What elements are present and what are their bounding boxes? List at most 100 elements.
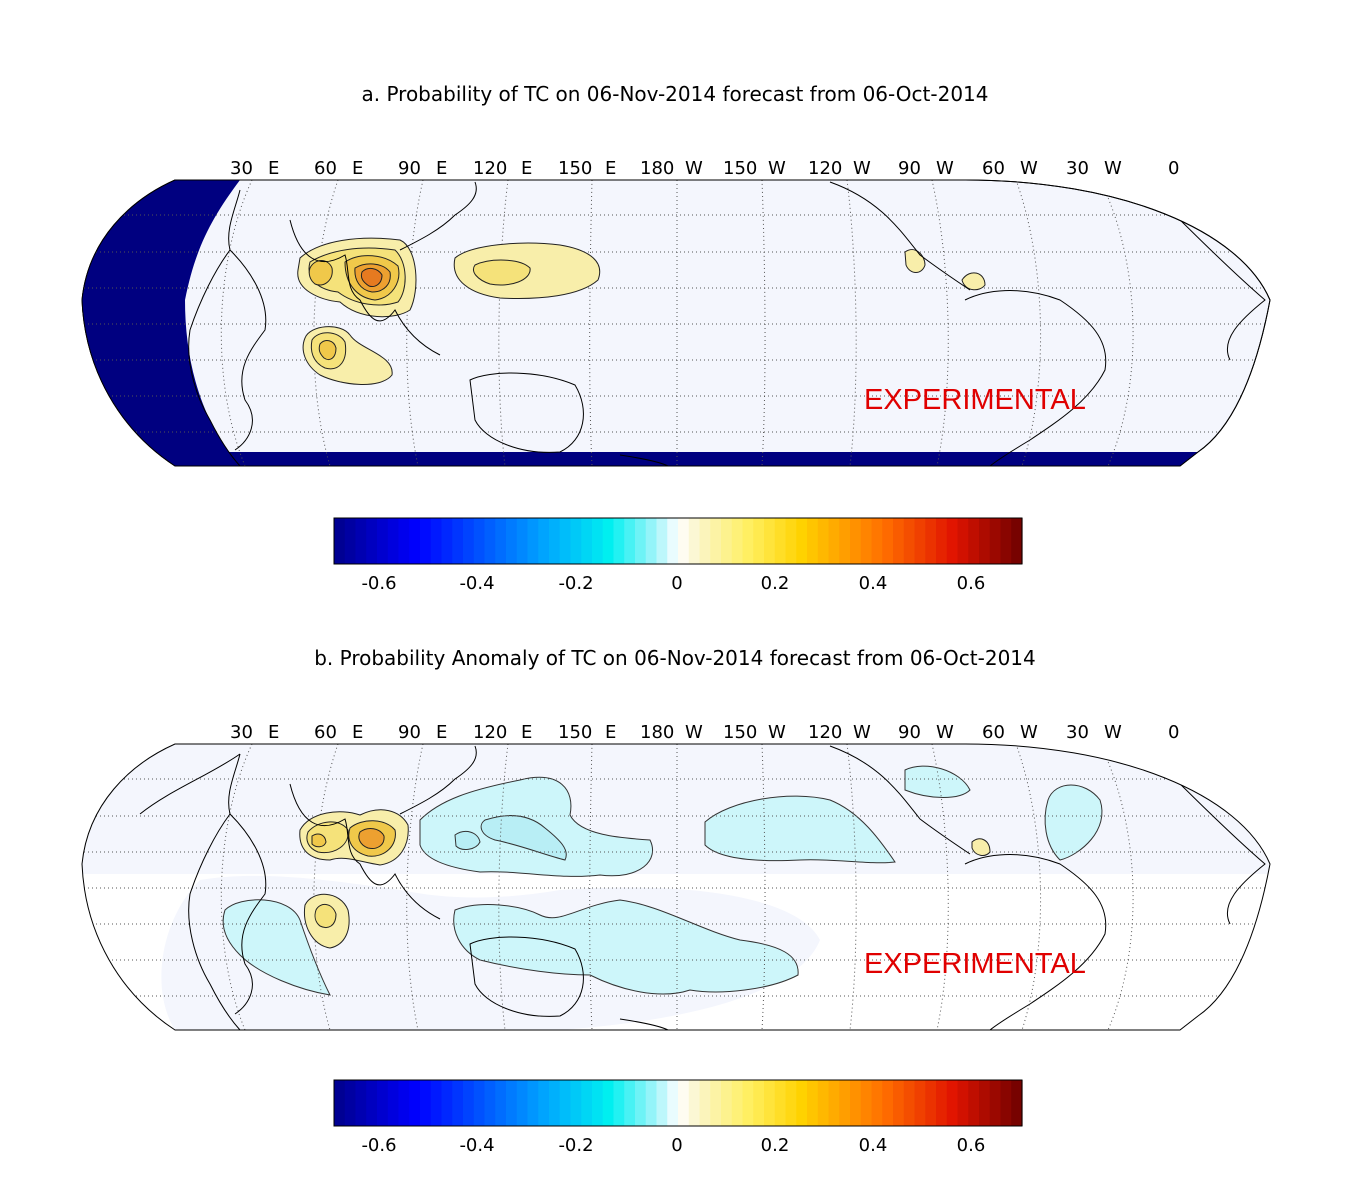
colorbar-cell: [688, 518, 701, 564]
colorbar-cell: [355, 518, 367, 564]
colorbar-cell: [495, 518, 507, 564]
panel-a-lon-labels: 30 E 60 E 90 E 120 E 150 E 180 W 150 W 1…: [230, 158, 1179, 179]
colorbar-cell: [441, 1080, 453, 1126]
colorbar-cell: [506, 1080, 518, 1126]
lon-label: 180: [640, 158, 674, 179]
experimental-stamp: EXPERIMENTAL: [864, 384, 1086, 416]
map-background: [81, 179, 1271, 467]
colorbar-tick: 0.6: [957, 1135, 986, 1156]
colorbar-cell: [989, 518, 1002, 564]
colorbar-cell: [968, 1080, 980, 1126]
colorbar-cell: [602, 1080, 615, 1126]
lon-hemisphere: E: [436, 722, 447, 743]
lon-label: 60: [982, 722, 1005, 743]
colorbar-tick: 0.2: [761, 573, 790, 594]
colorbar-cell: [839, 1080, 851, 1126]
colorbar-cell: [957, 1080, 969, 1126]
colorbar-cell: [979, 1080, 991, 1126]
colorbar-tick: 0.4: [859, 1135, 888, 1156]
colorbar-cell: [753, 518, 765, 564]
colorbar-cell: [592, 518, 604, 564]
lon-label: 90: [898, 722, 921, 743]
lon-hemisphere: W: [1020, 158, 1038, 179]
colorbar-cell: [925, 1080, 937, 1126]
colorbar-cell: [721, 518, 733, 564]
colorbar-cell: [334, 518, 346, 564]
panel-b-lon-labels: 30 E 60 E 90 E 120 E 150 E 180 W 150 W 1…: [230, 722, 1179, 743]
colorbar-cell: [688, 1080, 701, 1126]
colorbar-cell: [936, 1080, 948, 1126]
lon-label: 90: [398, 722, 421, 743]
colorbar-cell: [1000, 1080, 1012, 1126]
panel-b-colorbar: -0.6 -0.4 -0.2 0 0.2 0.4 0.6: [333, 1079, 1023, 1156]
colorbar-cell: [538, 518, 550, 564]
colorbar-cell: [946, 518, 959, 564]
colorbar-cell: [946, 1080, 959, 1126]
colorbar-cell: [850, 518, 862, 564]
lon-hemisphere: W: [1104, 158, 1122, 179]
colorbar-tick: -0.6: [361, 1135, 396, 1156]
lon-label: 30: [230, 722, 253, 743]
colorbar-cell: [484, 518, 496, 564]
colorbar-cell: [581, 1080, 593, 1126]
lon-label: 120: [808, 158, 842, 179]
lon-hemisphere: W: [853, 722, 871, 743]
colorbar-cell: [742, 1080, 754, 1126]
lon-label: 150: [723, 158, 757, 179]
colorbar-tick: 0: [671, 1135, 682, 1156]
colorbar-tick: -0.4: [459, 573, 494, 594]
tc-contour-south-indian: [302, 326, 393, 385]
colorbar-cell: [893, 1080, 905, 1126]
colorbar-ticks: -0.6 -0.4 -0.2 0 0.2 0.4 0.6: [361, 573, 985, 594]
colorbar-cell: [645, 1080, 658, 1126]
lon-label: 0: [1168, 722, 1179, 743]
colorbar-cell: [420, 1080, 432, 1126]
colorbar-cell: [893, 518, 905, 564]
lon-label: 30: [230, 158, 253, 179]
colorbar-cell: [570, 1080, 582, 1126]
colorbar-cell: [989, 1080, 1002, 1126]
colorbar-cell: [549, 518, 561, 564]
lon-hemisphere: W: [936, 722, 954, 743]
colorbar-cell: [774, 1080, 787, 1126]
colorbar-cell: [355, 1080, 367, 1126]
colorbar-tick: -0.6: [361, 573, 396, 594]
positive-anomaly-south-indian: [303, 893, 350, 949]
colorbar-cell: [624, 1080, 636, 1126]
colorbar-cell: [398, 1080, 410, 1126]
colorbar-cell: [516, 518, 529, 564]
lon-hemisphere: E: [605, 158, 616, 179]
lon-hemisphere: W: [1020, 722, 1038, 743]
colorbar-cell: [635, 1080, 647, 1126]
lon-hemisphere: E: [352, 158, 363, 179]
lon-hemisphere: W: [768, 722, 786, 743]
lon-label: 0: [1168, 158, 1179, 179]
panel-b-title: b. Probability Anomaly of TC on 06-Nov-2…: [314, 646, 1036, 670]
colorbar-cell: [796, 518, 808, 564]
lon-label: 60: [982, 158, 1005, 179]
colorbar-cell: [936, 518, 948, 564]
colorbar-cell: [1011, 1080, 1023, 1126]
colorbar-cell: [925, 518, 937, 564]
colorbar-cell: [366, 518, 378, 564]
lon-hemisphere: E: [352, 722, 363, 743]
colorbar-cell: [441, 518, 453, 564]
colorbar-cell: [731, 518, 744, 564]
tc-contour-east-pacific: [904, 249, 986, 291]
colorbar-cell: [473, 1080, 486, 1126]
colorbar-cell: [463, 1080, 475, 1126]
negative-anomaly-inner: [454, 815, 567, 861]
colorbar-cell: [452, 1080, 464, 1126]
colorbar-cell: [914, 1080, 926, 1126]
colorbar-cell: [785, 1080, 797, 1126]
colorbar-tick: 0.6: [957, 573, 986, 594]
colorbar-cell: [807, 518, 819, 564]
colorbar-cell: [473, 518, 486, 564]
colorbar-cell: [409, 1080, 421, 1126]
colorbar-cell: [871, 518, 883, 564]
colorbar-cell: [903, 518, 916, 564]
lon-label: 120: [808, 722, 842, 743]
colorbar-tick: -0.2: [558, 1135, 593, 1156]
colorbar-cell: [731, 1080, 744, 1126]
colorbar-cell: [656, 518, 668, 564]
